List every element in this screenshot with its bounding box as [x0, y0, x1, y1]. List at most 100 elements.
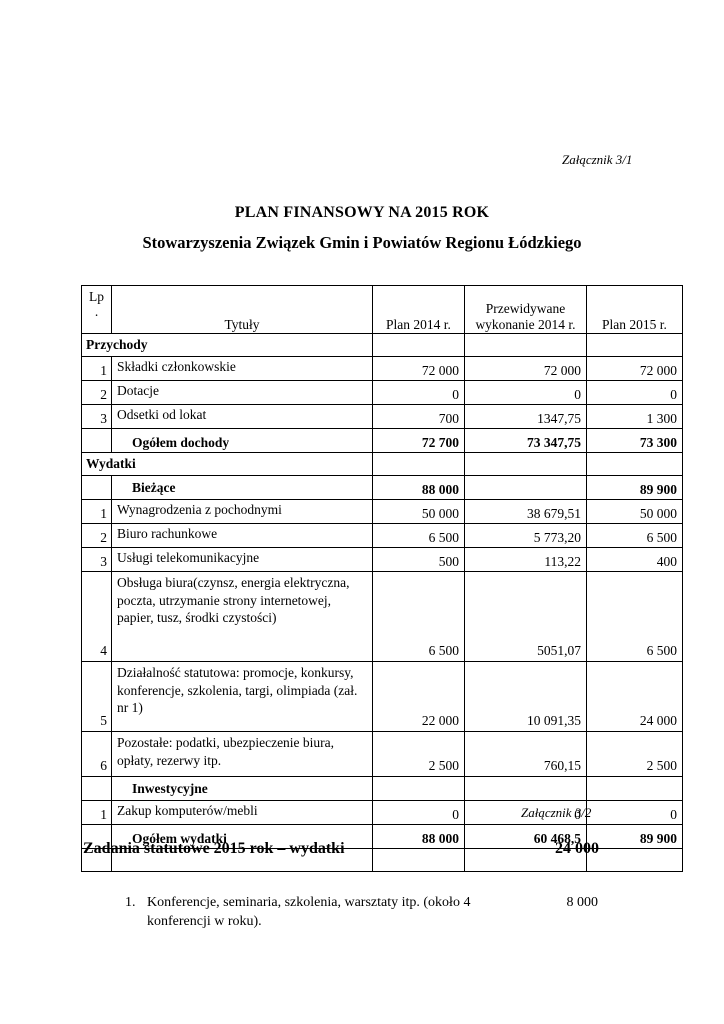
- row-lp: 1: [81, 499, 112, 524]
- row-przewidywane: 113,22: [464, 547, 587, 572]
- table-row: 2 Biuro rachunkowe 6 500 5 773,20 6 500: [81, 523, 683, 548]
- section-label-wydatki: Wydatki: [81, 452, 373, 476]
- list-item-number: 1.: [125, 895, 136, 910]
- total-label: Ogółem dochody: [111, 428, 373, 453]
- row-przewidywane: 0: [464, 380, 587, 405]
- row-przewidywane: 760,15: [464, 731, 587, 777]
- section-przychody-cell-4: [586, 333, 683, 357]
- list-item-amount: 8 000: [566, 895, 599, 910]
- row-title: Usługi telekomunikacyjne: [111, 547, 373, 572]
- column-header-przewidywane-line1: Przewidywane: [485, 301, 566, 316]
- table-row: 1 Wynagrodzenia z pochodnymi 50 000 38 6…: [81, 499, 683, 524]
- row-plan-2014: 700: [372, 404, 465, 429]
- row-title: Obsługa biura(czynsz, energia elektryczn…: [111, 571, 373, 662]
- row-plan-2015: 6 500: [586, 523, 683, 548]
- table-header-row: Lp . Tytuły Plan 2014 r. Przewidywane wy…: [81, 285, 683, 334]
- column-header-przewidywane-line2: wykonanie 2014 r.: [475, 317, 576, 332]
- subsection-inwestycyjne-lp: [81, 776, 112, 801]
- table-row: 4 Obsługa biura(czynsz, energia elektryc…: [81, 571, 683, 662]
- row-plan-2015: 400: [586, 547, 683, 572]
- financial-plan-table: Lp . Tytuły Plan 2014 r. Przewidywane wy…: [81, 285, 683, 872]
- row-plan-2015: 24 000: [586, 661, 683, 732]
- row-plan-2014: 22 000: [372, 661, 465, 732]
- row-plan-2015: 2 500: [586, 731, 683, 777]
- row-title: Wynagrodzenia z pochodnymi: [111, 499, 373, 524]
- column-header-przewidywane: Przewidywane wykonanie 2014 r.: [464, 285, 587, 334]
- row-plan-2015: 0: [586, 380, 683, 405]
- section-label-przychody: Przychody: [81, 333, 373, 357]
- table-row: 1 Składki członkowskie 72 000 72 000 72 …: [81, 356, 683, 381]
- total-plan-2014: 72 700: [372, 428, 465, 453]
- row-plan-2014: 0: [372, 380, 465, 405]
- row-plan-2014: 2 500: [372, 731, 465, 777]
- subsection-biezace-przewidywane: [464, 475, 587, 500]
- section-wydatki-cell-3: [464, 452, 587, 476]
- row-plan-2015: 0: [586, 800, 683, 825]
- row-plan-2014: 500: [372, 547, 465, 572]
- total-plan-2014: 88 000: [372, 824, 465, 849]
- table-body: Przychody 1 Składki członkowskie 72 000 …: [81, 333, 683, 872]
- section-row-wydatki: Wydatki: [81, 452, 683, 476]
- table-row: 3 Odsetki od lokat 700 1347,75 1 300: [81, 404, 683, 429]
- row-lp: 1: [81, 356, 112, 381]
- empty-plan-2015: [586, 848, 683, 872]
- row-title: Dotacje: [111, 380, 373, 405]
- row-title: Pozostałe: podatki, ubezpieczenie biura,…: [111, 731, 373, 777]
- total-row-wydatki: Ogółem wydatki 88 000 60 468,5 89 900: [81, 824, 683, 849]
- row-title: Składki członkowskie: [111, 356, 373, 381]
- row-plan-2014: 0: [372, 800, 465, 825]
- row-lp: 2: [81, 380, 112, 405]
- table-row-empty: [81, 848, 683, 872]
- column-header-lp-dot: .: [94, 304, 99, 319]
- row-title: Zakup komputerów/mebli: [111, 800, 373, 825]
- row-title: Działalność statutowa: promocje, konkurs…: [111, 661, 373, 732]
- subsection-inwestycyjne-plan-2015: [586, 776, 683, 801]
- row-przewidywane: 5 773,20: [464, 523, 587, 548]
- row-plan-2015: 72 000: [586, 356, 683, 381]
- column-header-plan-2014: Plan 2014 r.: [372, 285, 465, 334]
- subsection-biezace-lp: [81, 475, 112, 500]
- table-row: 1 Zakup komputerów/mebli 0 0 0: [81, 800, 683, 825]
- row-lp: 6: [81, 731, 112, 777]
- attachment-label-top: Załącznik 3/1: [562, 152, 633, 167]
- row-title: Biuro rachunkowe: [111, 523, 373, 548]
- subsection-biezace-plan-2014: 88 000: [372, 475, 465, 500]
- row-plan-2015: 1 300: [586, 404, 683, 429]
- total-plan-2015: 89 900: [586, 824, 683, 849]
- table-row: 3 Usługi telekomunikacyjne 500 113,22 40…: [81, 547, 683, 572]
- row-lp: 4: [81, 571, 112, 662]
- subsection-label-inwestycyjne: Inwestycyjne: [111, 776, 373, 801]
- total-lp: [81, 428, 112, 453]
- row-lp: 2: [81, 523, 112, 548]
- section-row-przychody: Przychody: [81, 333, 683, 357]
- subsection-biezace-plan-2015: 89 900: [586, 475, 683, 500]
- table-row: 5 Działalność statutowa: promocje, konku…: [81, 661, 683, 732]
- total-przewidywane: 73 347,75: [464, 428, 587, 453]
- row-lp: 3: [81, 404, 112, 429]
- subsection-label-biezace: Bieżące: [111, 475, 373, 500]
- section-wydatki-cell-4: [586, 452, 683, 476]
- table-row: 2 Dotacje 0 0 0: [81, 380, 683, 405]
- page-subtitle: Stowarzyszenia Związek Gmin i Powiatów R…: [142, 233, 582, 252]
- row-title: Odsetki od lokat: [111, 404, 373, 429]
- section-przychody-cell-3: [464, 333, 587, 357]
- subsection-inwestycyjne-plan-2014: [372, 776, 465, 801]
- row-plan-2014: 6 500: [372, 523, 465, 548]
- section-wydatki-cell-2: [372, 452, 465, 476]
- row-lp: 5: [81, 661, 112, 732]
- table-row: 6 Pozostałe: podatki, ubezpieczenie biur…: [81, 731, 683, 777]
- subsection-row-biezace: Bieżące 88 000 89 900: [81, 475, 683, 500]
- column-header-lp-text: Lp: [89, 289, 104, 304]
- row-przewidywane: 5051,07: [464, 571, 587, 662]
- row-przewidywane: 72 000: [464, 356, 587, 381]
- section2-amount: 24 000: [555, 840, 599, 857]
- column-header-lp: Lp .: [81, 285, 112, 334]
- row-przewidywane: 1347,75: [464, 404, 587, 429]
- empty-przewidywane: [464, 848, 587, 872]
- empty-plan-2014: [372, 848, 465, 872]
- row-plan-2014: 50 000: [372, 499, 465, 524]
- row-przewidywane: 10 091,35: [464, 661, 587, 732]
- subsection-row-inwestycyjne: Inwestycyjne: [81, 776, 683, 801]
- row-przewidywane: 38 679,51: [464, 499, 587, 524]
- page-title: PLAN FINANSOWY NA 2015 ROK: [234, 204, 490, 221]
